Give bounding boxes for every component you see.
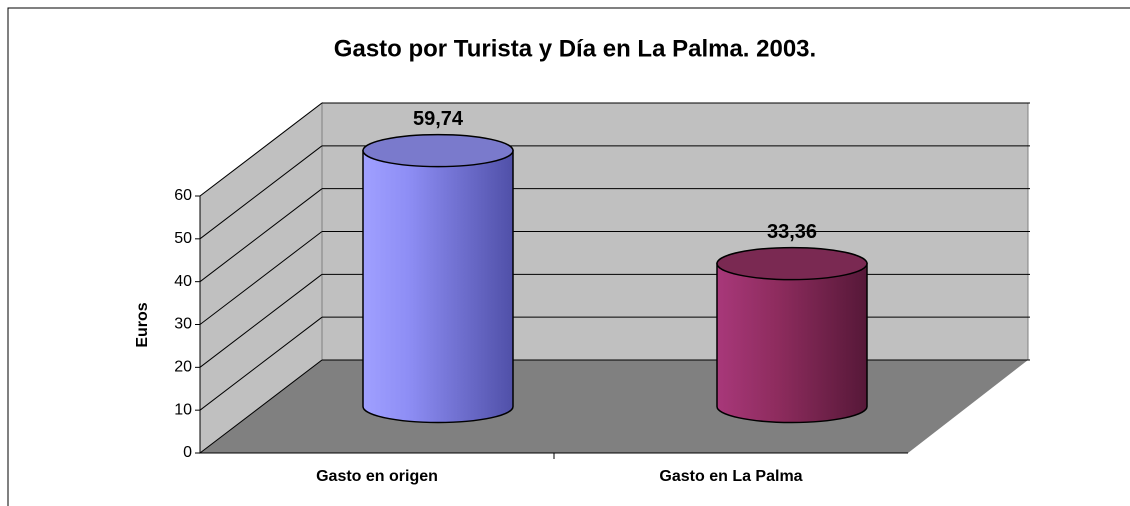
data-label: 33,36 — [767, 221, 817, 243]
grid-line — [199, 359, 323, 454]
y-tick-label: 60 — [174, 187, 192, 204]
bar — [362, 149, 514, 424]
grid-line — [199, 316, 323, 411]
y-tick-label: 30 — [174, 316, 192, 333]
y-axis-label: Euros — [134, 302, 151, 347]
grid-line — [199, 273, 323, 368]
bar-top — [716, 246, 868, 281]
data-label: 59,74 — [413, 108, 464, 130]
y-tick-label: 0 — [183, 444, 192, 461]
y-tick-label: 50 — [174, 230, 192, 247]
y-tick-label: 10 — [174, 401, 192, 418]
x-tick-label: Gasto en La Palma — [659, 468, 802, 485]
bar-top — [362, 133, 514, 168]
grid-line — [199, 231, 323, 325]
grid-line — [199, 188, 323, 283]
y-tick-label: 40 — [174, 273, 192, 290]
floor — [200, 360, 1028, 453]
y-tick-label: 20 — [174, 359, 192, 376]
chart-title: Gasto por Turista y Día en La Palma. 200… — [334, 35, 816, 62]
grid-line — [199, 102, 323, 197]
bar — [716, 262, 868, 424]
x-tick-label: Gasto en origen — [316, 468, 438, 485]
grid-line — [199, 145, 323, 240]
